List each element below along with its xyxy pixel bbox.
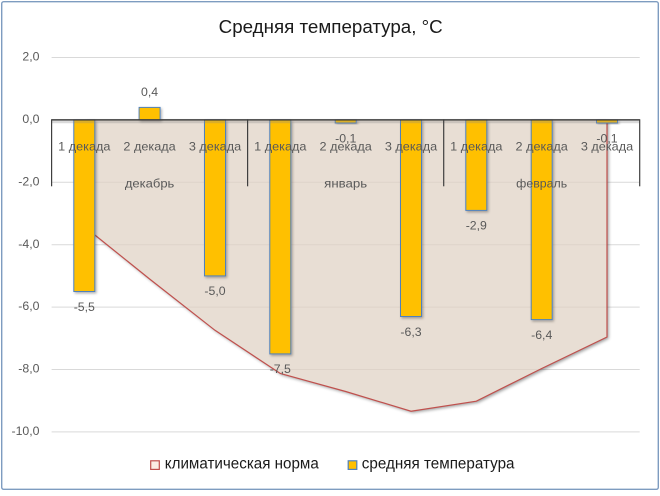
svg-text:-4,0: -4,0 [18,237,39,251]
svg-text:0,0: 0,0 [22,112,39,126]
svg-text:-5,5: -5,5 [74,300,95,314]
svg-text:январь: январь [324,177,367,191]
svg-text:-5,0: -5,0 [204,284,225,298]
svg-text:3 декада: 3 декада [581,140,633,154]
svg-text:Средняя температура, °C: Средняя температура, °C [219,17,443,37]
svg-text:-10,0: -10,0 [11,424,39,438]
svg-text:-7,5: -7,5 [270,362,291,376]
svg-text:0,4: 0,4 [141,85,158,99]
svg-text:февраль: февраль [516,177,567,191]
svg-text:1 декада: 1 декада [450,140,502,154]
svg-text:-0,1: -0,1 [596,131,617,145]
svg-text:средняя температура: средняя температура [362,456,515,473]
svg-text:-8,0: -8,0 [18,362,39,376]
svg-text:2 декада: 2 декада [320,140,372,154]
svg-text:-0,1: -0,1 [335,131,356,145]
svg-text:3 декада: 3 декада [189,140,241,154]
svg-text:3 декада: 3 декада [385,140,437,154]
svg-text:-2,9: -2,9 [466,219,487,233]
svg-text:2 декада: 2 декада [516,140,568,154]
svg-text:-6,3: -6,3 [400,325,421,339]
svg-text:1 декада: 1 декада [254,140,306,154]
svg-text:1 декада: 1 декада [58,140,110,154]
svg-text:-6,0: -6,0 [18,299,39,313]
svg-text:-6,4: -6,4 [531,328,552,342]
svg-text:2,0: 2,0 [22,50,39,64]
svg-text:декабрь: декабрь [125,177,175,191]
svg-text:-2,0: -2,0 [18,174,39,188]
svg-text:2 декада: 2 декада [123,140,175,154]
svg-text:климатическая норма: климатическая норма [165,456,319,473]
